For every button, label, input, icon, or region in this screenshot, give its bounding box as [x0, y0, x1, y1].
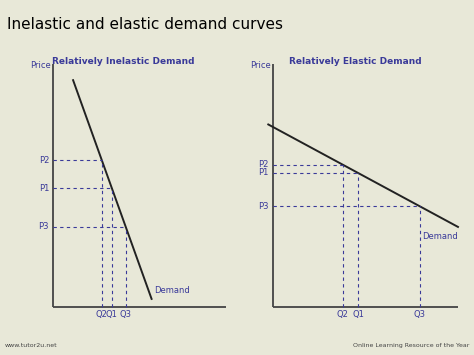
Text: Demand: Demand	[154, 286, 190, 295]
Text: P1: P1	[39, 184, 49, 193]
Text: Q1: Q1	[106, 310, 118, 319]
Text: Q2: Q2	[337, 310, 348, 319]
Text: P3: P3	[258, 202, 268, 211]
Text: Online Learning Resource of the Year: Online Learning Resource of the Year	[353, 343, 469, 348]
Text: Price: Price	[30, 61, 51, 70]
Text: Q3: Q3	[413, 310, 426, 319]
Text: Q1: Q1	[352, 310, 364, 319]
Text: P2: P2	[258, 160, 268, 169]
Text: Demand: Demand	[422, 233, 458, 241]
Text: Relatively Elastic Demand: Relatively Elastic Demand	[289, 56, 422, 66]
Text: Q3: Q3	[120, 310, 132, 319]
Text: Q2: Q2	[96, 310, 108, 319]
Text: www.tutor2u.net: www.tutor2u.net	[5, 343, 57, 348]
Text: P3: P3	[38, 223, 49, 231]
Text: P1: P1	[258, 168, 268, 178]
Text: P2: P2	[39, 156, 49, 165]
Text: Price: Price	[250, 61, 271, 70]
Text: Inelastic and elastic demand curves: Inelastic and elastic demand curves	[7, 17, 283, 32]
Text: Relatively Inelastic Demand: Relatively Inelastic Demand	[52, 56, 194, 66]
